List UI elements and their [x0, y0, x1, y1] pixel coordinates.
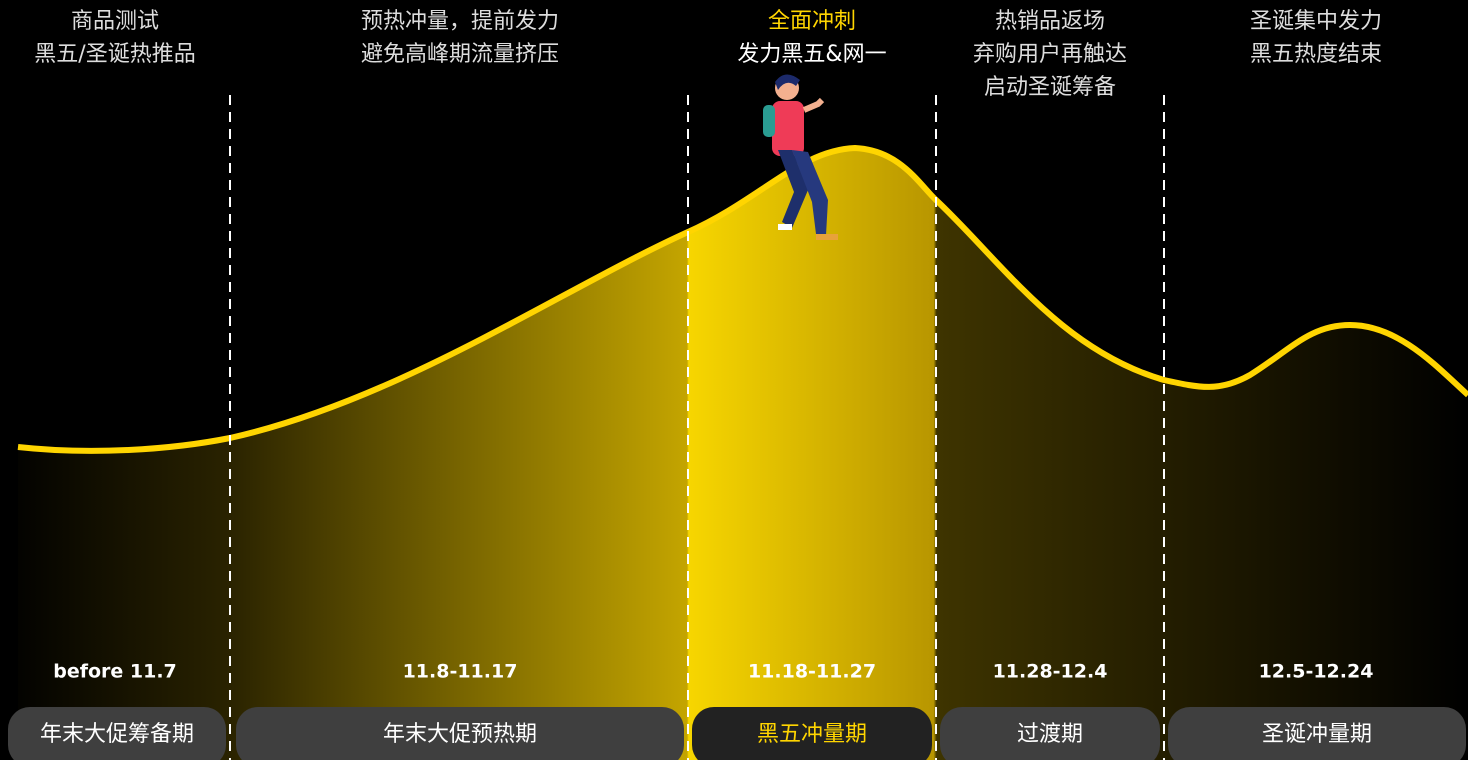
- phase-label: 黑五冲量期: [757, 722, 867, 747]
- phase-note: 弃购用户再触达: [973, 42, 1127, 67]
- phase-dates: 12.5-12.24: [1259, 661, 1374, 683]
- phase-pill: [692, 707, 932, 760]
- phase-note: 发力黑五&网一: [737, 42, 886, 67]
- phase-dates: 11.28-12.4: [993, 661, 1108, 683]
- phase-label: 过渡期: [1017, 722, 1083, 747]
- phase-pill: [236, 707, 684, 760]
- phase-pill: [940, 707, 1160, 760]
- dividers: [229, 95, 1165, 760]
- phase-note: 热销品返场: [995, 9, 1105, 34]
- phase-pill: [1168, 707, 1466, 760]
- phase-dates: before 11.7: [53, 661, 177, 683]
- phase-label: 年末大促预热期: [383, 722, 537, 747]
- trend-line: [17, 144, 1468, 454]
- phase-note: 圣诞集中发力: [1250, 9, 1382, 34]
- phase-dates: 11.18-11.27: [748, 661, 876, 683]
- phase-dates: 11.8-11.17: [403, 661, 518, 683]
- person-illustration: [763, 74, 838, 240]
- phase-note: 预热冲量，提前发力: [361, 9, 559, 34]
- phase-note: 商品测试: [71, 9, 159, 34]
- phase-note: 启动圣诞筹备: [984, 75, 1116, 100]
- phase-note: 全面冲刺: [768, 9, 856, 34]
- trend-area: [18, 148, 1468, 760]
- phase-note: 黑五/圣诞热推品: [34, 42, 195, 67]
- phase-label: 圣诞冲量期: [1262, 722, 1372, 747]
- phase-note: 避免高峰期流量挤压: [361, 42, 559, 67]
- phase-label: 年末大促筹备期: [40, 722, 194, 747]
- phase-pill: [8, 707, 226, 760]
- phase-note: 黑五热度结束: [1250, 42, 1382, 67]
